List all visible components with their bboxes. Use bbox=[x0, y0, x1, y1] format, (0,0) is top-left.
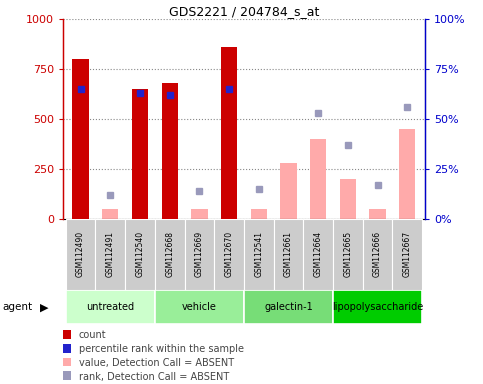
Bar bbox=[340, 179, 356, 219]
Bar bbox=[191, 209, 208, 219]
Bar bbox=[273, 219, 303, 290]
Bar bbox=[66, 219, 96, 290]
Text: agent: agent bbox=[2, 302, 32, 312]
Text: GSM112541: GSM112541 bbox=[254, 232, 263, 277]
Bar bbox=[155, 219, 185, 290]
Text: GSM112664: GSM112664 bbox=[313, 231, 323, 278]
Text: GSM112666: GSM112666 bbox=[373, 231, 382, 278]
Text: GSM112490: GSM112490 bbox=[76, 231, 85, 278]
Bar bbox=[72, 59, 89, 219]
Text: GSM112540: GSM112540 bbox=[136, 231, 144, 278]
Bar bbox=[280, 163, 297, 219]
Text: GSM112667: GSM112667 bbox=[403, 231, 412, 278]
Bar bbox=[251, 209, 267, 219]
Bar bbox=[244, 290, 333, 324]
Text: GSM112661: GSM112661 bbox=[284, 232, 293, 277]
Bar bbox=[161, 83, 178, 219]
Bar bbox=[66, 290, 155, 324]
Bar bbox=[303, 219, 333, 290]
Bar bbox=[399, 129, 415, 219]
Bar bbox=[214, 219, 244, 290]
Text: untreated: untreated bbox=[86, 302, 134, 312]
Bar bbox=[369, 209, 386, 219]
Bar bbox=[132, 89, 148, 219]
Bar bbox=[310, 139, 327, 219]
Bar bbox=[221, 47, 237, 219]
Text: GSM112670: GSM112670 bbox=[225, 231, 234, 278]
Bar bbox=[102, 209, 118, 219]
Bar bbox=[333, 219, 363, 290]
Bar bbox=[125, 219, 155, 290]
Text: GSM112665: GSM112665 bbox=[343, 231, 352, 278]
Text: GSM112668: GSM112668 bbox=[165, 232, 174, 277]
Text: GSM112491: GSM112491 bbox=[106, 232, 115, 277]
Bar bbox=[333, 290, 422, 324]
Text: galectin-1: galectin-1 bbox=[264, 302, 313, 312]
Text: ▶: ▶ bbox=[40, 302, 48, 312]
Bar bbox=[155, 290, 244, 324]
Title: GDS2221 / 204784_s_at: GDS2221 / 204784_s_at bbox=[169, 5, 319, 18]
Text: value, Detection Call = ABSENT: value, Detection Call = ABSENT bbox=[79, 358, 234, 368]
Text: lipopolysaccharide: lipopolysaccharide bbox=[332, 302, 423, 312]
Text: count: count bbox=[79, 330, 106, 340]
Text: vehicle: vehicle bbox=[182, 302, 217, 312]
Text: rank, Detection Call = ABSENT: rank, Detection Call = ABSENT bbox=[79, 372, 229, 382]
Bar bbox=[96, 219, 125, 290]
Text: GSM112669: GSM112669 bbox=[195, 231, 204, 278]
Bar bbox=[363, 219, 392, 290]
Text: percentile rank within the sample: percentile rank within the sample bbox=[79, 344, 244, 354]
Bar bbox=[185, 219, 214, 290]
Bar bbox=[392, 219, 422, 290]
Bar bbox=[244, 219, 273, 290]
